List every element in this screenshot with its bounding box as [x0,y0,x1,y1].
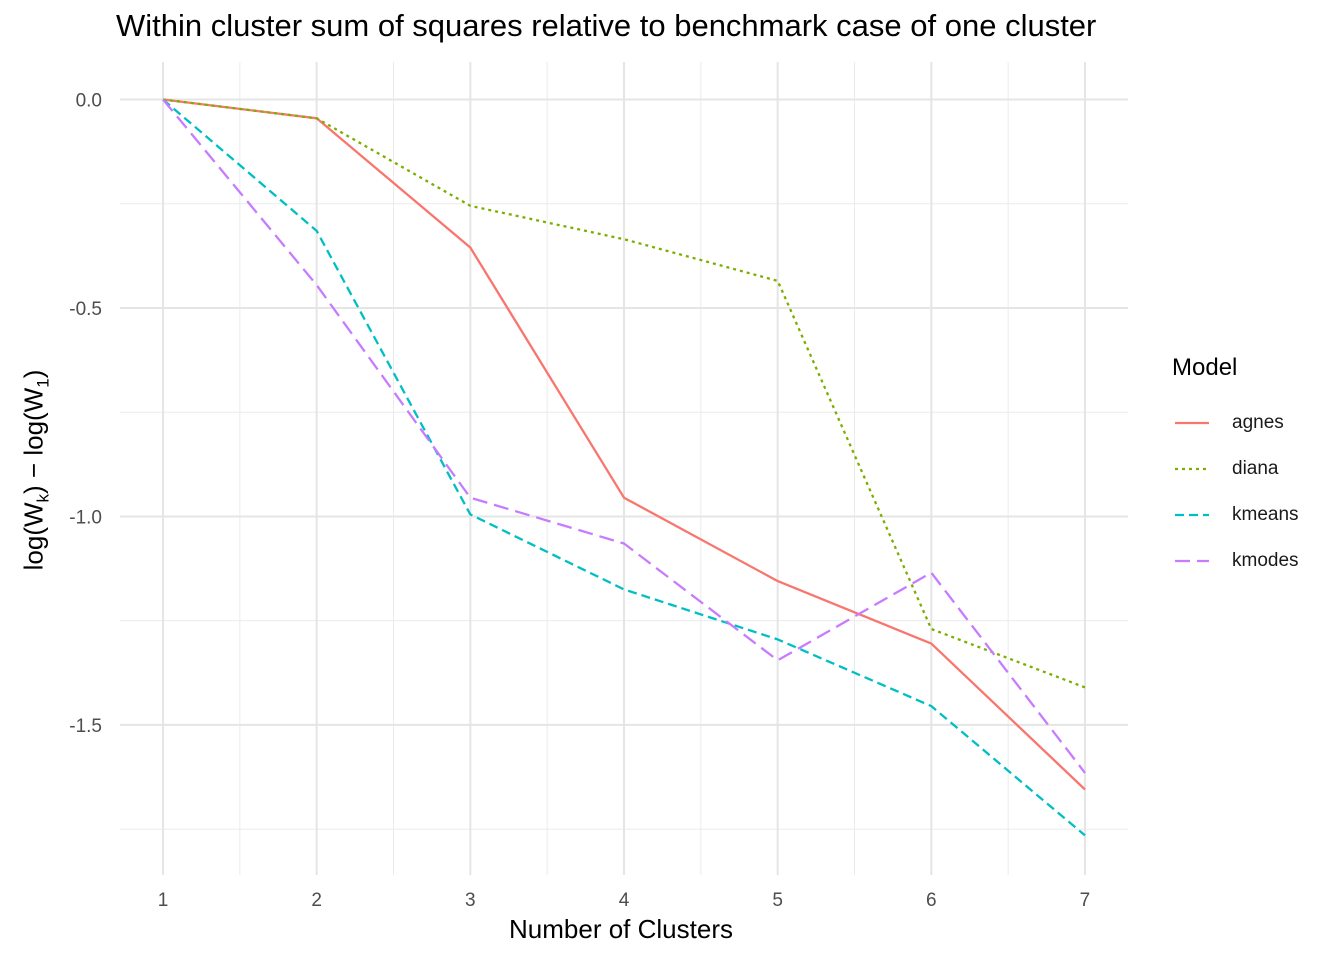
series-lines [162,98,1086,837]
legend: Model agnes diana kmeans kmodes [1172,354,1299,584]
x-tick-label: 1 [158,890,169,911]
legend-item-kmodes: kmodes [1172,538,1299,584]
y-tick-label: -0.5 [69,299,102,320]
legend-label-agnes: agnes [1232,412,1284,433]
x-axis-label: Number of Clusters [509,914,733,944]
legend-label-kmeans: kmeans [1232,504,1299,525]
y-axis-label-suffix: ) [18,369,49,379]
x-tick-label: 5 [772,890,783,911]
legend-key-kmeans [1175,513,1209,517]
x-tick-label: 4 [619,890,630,911]
legend-item-agnes: agnes [1172,400,1299,446]
y-axis-label-middle: ) − log(W [18,387,49,494]
chart-title: Within cluster sum of squares relative t… [116,8,1097,43]
legend-label-diana: diana [1232,458,1279,479]
x-tick-label: 7 [1080,890,1091,911]
x-tick-label: 3 [465,890,476,911]
legend-key-kmodes [1175,559,1209,563]
legend-key-diana [1175,467,1209,471]
series-line-diana [162,98,1086,689]
legend-item-kmeans: kmeans [1172,492,1299,538]
x-tick-labels: 1 2 3 4 5 6 7 [158,890,1091,911]
x-tick-label: 6 [926,890,937,911]
y-tick-label: -1.0 [69,507,102,528]
x-tick-label: 2 [311,890,322,911]
y-axis-label-subscript-k: k [33,493,53,503]
major-gridlines [120,62,1128,875]
y-tick-labels: 0.0 -0.5 -1.0 -1.5 [69,91,102,737]
legend-key-agnes [1175,421,1209,425]
y-tick-label: 0.0 [76,91,102,112]
legend-item-diana: diana [1172,446,1299,492]
legend-label-kmodes: kmodes [1232,550,1299,571]
legend-title: Model [1172,354,1238,381]
series-line-kmeans [162,98,1086,837]
y-axis-label-subscript-1: 1 [33,378,53,388]
series-line-kmodes [162,98,1086,774]
y-tick-label: -1.5 [69,716,102,737]
y-axis-label: log(Wk) − log(W1) [18,370,53,571]
y-axis-label-prefix: log(W [18,502,49,571]
